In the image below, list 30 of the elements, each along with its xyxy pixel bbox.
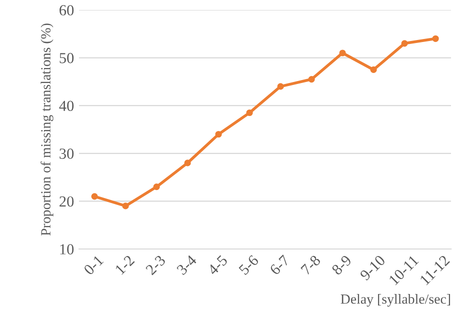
point <box>215 130 222 138</box>
point <box>246 109 253 116</box>
x-tick-label: 4-5 <box>207 254 228 276</box>
point <box>401 40 408 47</box>
point <box>308 76 315 83</box>
x-tick-label: 9-10 <box>359 254 386 281</box>
y-tick-label: 50 <box>60 52 74 64</box>
x-tick-label: 6-7 <box>269 254 290 276</box>
x-axis-title: Delay [syllable/sec] <box>340 294 450 307</box>
point <box>370 66 377 74</box>
point <box>122 202 129 210</box>
y-tick-label: 10 <box>60 244 74 254</box>
point <box>432 35 439 42</box>
x-tick-label: 8-9 <box>331 254 352 276</box>
x-tick-label: 2-3 <box>145 254 166 276</box>
y-tick-label: 40 <box>59 100 74 112</box>
point <box>184 160 191 166</box>
x-tick-label: 1-2 <box>114 254 135 275</box>
y-tick-label: 60 <box>60 5 74 16</box>
y-axis-title: Proportion of missing translations (%) <box>40 24 54 236</box>
y-tick-label: 20 <box>60 196 74 207</box>
y-tick-label: 30 <box>60 148 74 159</box>
point <box>339 50 346 56</box>
x-tick-label: 5-6 <box>238 254 260 276</box>
point <box>153 184 160 190</box>
x-tick-label: 3-4 <box>176 254 198 276</box>
point <box>91 193 98 200</box>
x-tick-label: 7-8 <box>300 254 322 276</box>
point <box>277 83 284 90</box>
x-tick-label: 0-1 <box>83 254 104 276</box>
